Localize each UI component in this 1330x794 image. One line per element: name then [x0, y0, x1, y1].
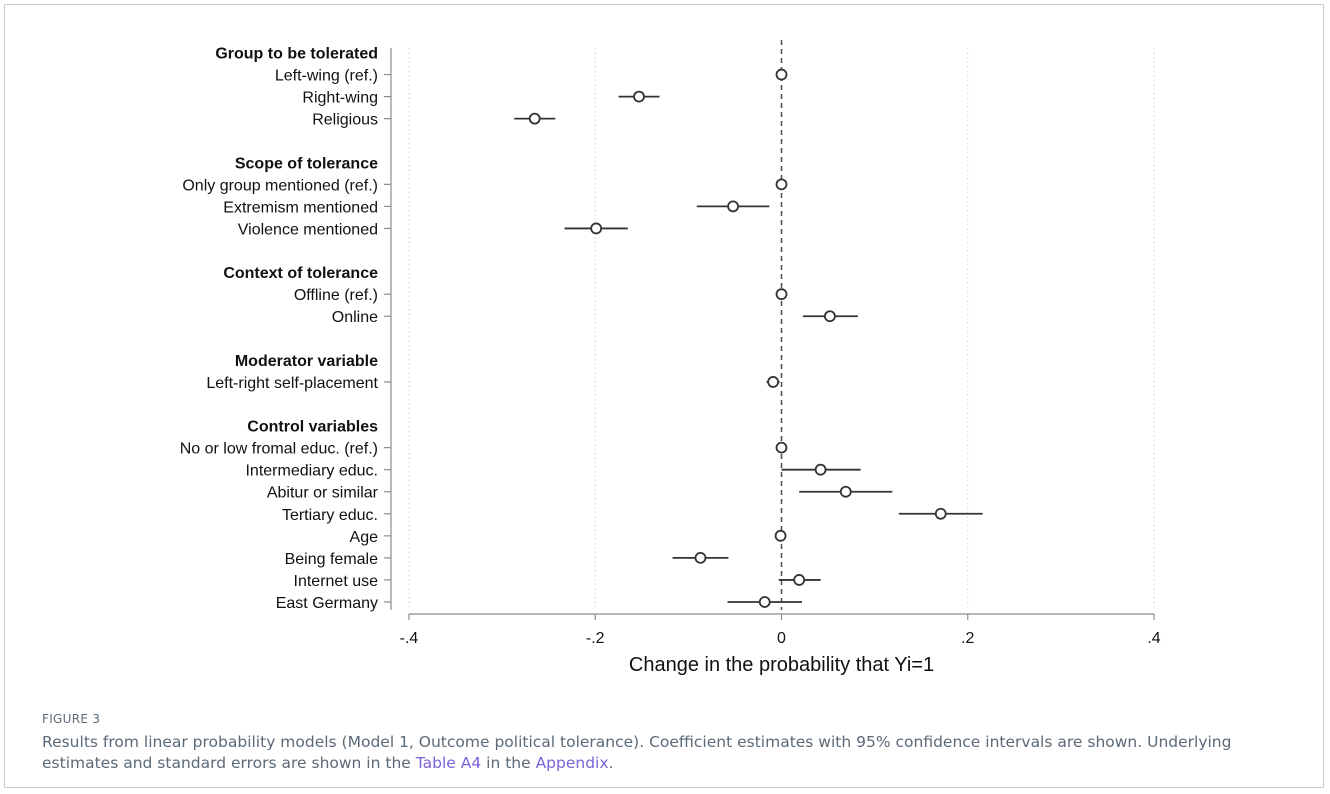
- estimate-point-25: [758, 596, 771, 608]
- estimate-point-15: [767, 376, 780, 388]
- estimate-point-1: [775, 68, 788, 81]
- estimate-point-21: [934, 507, 947, 520]
- row-label-23: Being female: [285, 551, 378, 568]
- row-label-25: East Germany: [276, 595, 378, 612]
- group-header-0: Group to be tolerated: [215, 46, 378, 63]
- x-tick-label-0: -.4: [400, 630, 419, 647]
- row-label-7: Extremism mentioned: [223, 199, 378, 216]
- appendix-link[interactable]: Appendix: [535, 754, 609, 772]
- table-a4-link[interactable]: Table A4: [415, 754, 482, 772]
- caption-text: Results from linear probability models (…: [42, 733, 1232, 772]
- row-label-19: Intermediary educ.: [245, 463, 378, 480]
- row-label-15: Left-right self-placement: [206, 375, 378, 392]
- estimate-point-24: [793, 574, 806, 586]
- row-label-12: Online: [332, 309, 378, 326]
- x-tick-label-3: .2: [961, 630, 974, 647]
- estimate-point-19: [814, 463, 827, 476]
- caption-text-3: .: [608, 754, 614, 772]
- estimate-point-8: [590, 222, 603, 235]
- figure-frame: -.4 -.2 0 .2 .4 Change in the probability tha…: [4, 4, 1324, 788]
- x-axis-label: Change in the probability that Yi=1: [629, 654, 934, 676]
- estimate-point-18: [775, 441, 788, 454]
- row-label-3: Religious: [312, 112, 378, 129]
- row-label-6: Only group mentioned (ref.): [182, 177, 378, 194]
- row-label-21: Tertiary educ.: [282, 507, 378, 524]
- estimate-point-2: [633, 90, 645, 103]
- estimate-point-20: [839, 485, 852, 498]
- estimate-point-22: [774, 529, 787, 542]
- estimate-point-3: [528, 112, 541, 125]
- x-tick-label-1: -.2: [586, 630, 605, 647]
- estimate-point-7: [727, 200, 739, 213]
- group-header-14: Moderator variable: [235, 353, 378, 370]
- x-tick-label-4: .4: [1147, 630, 1160, 647]
- group-header-17: Control variables: [247, 419, 378, 436]
- figure-label: FIGURE 3: [42, 712, 101, 726]
- row-label-24: Internet use: [294, 573, 379, 590]
- caption-text-2: in the: [481, 754, 536, 772]
- x-tick-label-2: 0: [777, 630, 786, 647]
- row-label-18: No or low fromal educ. (ref.): [180, 441, 378, 458]
- group-header-5: Scope of tolerance: [235, 155, 378, 172]
- estimate-point-12: [824, 310, 836, 323]
- row-label-8: Violence mentioned: [238, 221, 378, 238]
- row-label-22: Age: [350, 529, 379, 546]
- row-label-2: Right-wing: [302, 90, 378, 107]
- estimate-point-23: [694, 551, 707, 564]
- figure-caption: Results from linear probability models (…: [42, 732, 1302, 774]
- row-label-20: Abitur or similar: [267, 485, 379, 502]
- group-header-10: Context of tolerance: [223, 265, 378, 282]
- row-label-11: Offline (ref.): [294, 287, 378, 304]
- coefficient-plot: -.4 -.2 0 .2 .4 Change in the probability tha…: [180, 40, 1161, 676]
- row-label-1: Left-wing (ref.): [275, 68, 378, 85]
- estimate-point-6: [775, 178, 788, 191]
- estimate-point-11: [775, 288, 788, 301]
